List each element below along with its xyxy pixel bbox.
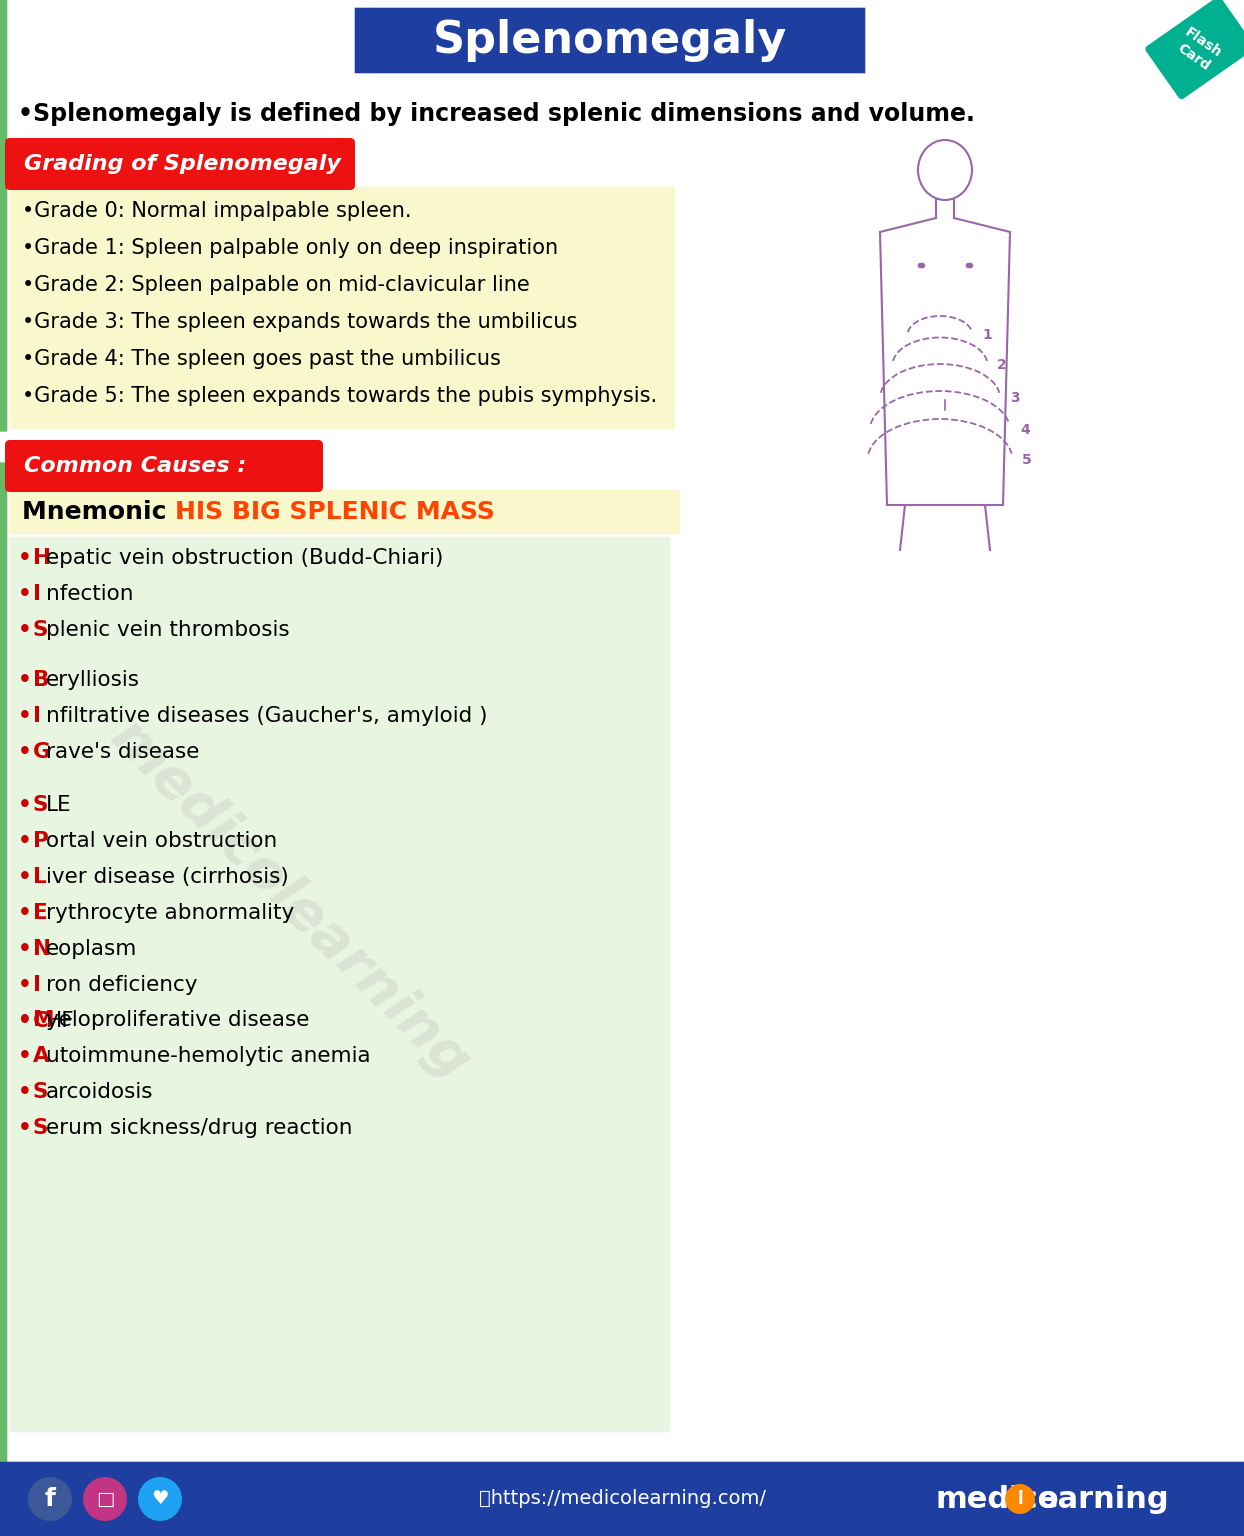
Text: ron deficiency: ron deficiency <box>46 975 198 995</box>
Text: I: I <box>34 975 41 995</box>
Text: L: L <box>34 866 47 886</box>
Text: •: • <box>17 938 32 958</box>
Text: S: S <box>34 621 49 641</box>
Text: Flash
Card: Flash Card <box>1172 25 1224 75</box>
Text: HIS BIG SPLENIC MASS: HIS BIG SPLENIC MASS <box>175 501 495 524</box>
Text: 4: 4 <box>1020 422 1030 438</box>
FancyBboxPatch shape <box>355 8 866 74</box>
Text: medicolearning: medicolearning <box>100 710 480 1091</box>
Text: yeloproliferative disease: yeloproliferative disease <box>46 1011 310 1031</box>
Text: P: P <box>34 831 49 851</box>
Text: 5: 5 <box>1023 453 1031 467</box>
FancyBboxPatch shape <box>0 432 1244 462</box>
Text: medico: medico <box>935 1484 1059 1513</box>
Text: •: • <box>17 621 32 641</box>
Text: ⓘhttps://medicolearning.com/: ⓘhttps://medicolearning.com/ <box>479 1490 765 1508</box>
Text: •Grade 3: The spleen expands towards the umbilicus: •Grade 3: The spleen expands towards the… <box>22 312 577 332</box>
Text: l: l <box>1018 1490 1023 1508</box>
Text: •: • <box>17 742 32 762</box>
FancyBboxPatch shape <box>0 0 7 1536</box>
Text: S: S <box>34 796 49 816</box>
Text: LE: LE <box>46 796 72 816</box>
Text: •: • <box>17 866 32 886</box>
Text: •: • <box>17 548 32 568</box>
Text: nfiltrative diseases (Gaucher's, amyloid ): nfiltrative diseases (Gaucher's, amyloid… <box>46 707 488 727</box>
Text: 1: 1 <box>982 329 991 343</box>
FancyBboxPatch shape <box>5 138 355 190</box>
Text: G: G <box>34 742 51 762</box>
Text: S: S <box>34 1118 49 1138</box>
FancyBboxPatch shape <box>0 1462 1244 1536</box>
Text: N: N <box>34 938 51 958</box>
Text: •Grade 2: Spleen palpable on mid-clavicular line: •Grade 2: Spleen palpable on mid-clavicu… <box>22 275 530 295</box>
Text: earning: earning <box>1037 1484 1169 1513</box>
Text: C: C <box>34 1011 49 1031</box>
Text: □: □ <box>96 1490 114 1508</box>
Text: •: • <box>17 831 32 851</box>
Text: •: • <box>17 584 32 604</box>
Text: E: E <box>34 903 47 923</box>
Text: arcoidosis: arcoidosis <box>46 1081 153 1101</box>
Text: •Grade 0: Normal impalpable spleen.: •Grade 0: Normal impalpable spleen. <box>22 201 412 221</box>
Text: •Splenomegaly is defined by increased splenic dimensions and volume.: •Splenomegaly is defined by increased sp… <box>17 101 975 126</box>
Text: epatic vein obstruction (Budd-Chiari): epatic vein obstruction (Budd-Chiari) <box>46 548 443 568</box>
Text: •Grade 5: The spleen expands towards the pubis symphysis.: •Grade 5: The spleen expands towards the… <box>22 386 657 406</box>
Text: B: B <box>34 670 50 690</box>
Text: Mnemonic :: Mnemonic : <box>22 501 194 524</box>
FancyBboxPatch shape <box>5 439 323 492</box>
Text: A: A <box>34 1046 50 1066</box>
Text: •: • <box>17 1011 32 1031</box>
Text: nfection: nfection <box>46 584 133 604</box>
Text: rave's disease: rave's disease <box>46 742 199 762</box>
Text: erylliosis: erylliosis <box>46 670 141 690</box>
Text: Grading of Splenomegaly: Grading of Splenomegaly <box>24 154 341 174</box>
Text: erum sickness/drug reaction: erum sickness/drug reaction <box>46 1118 352 1138</box>
Text: 3: 3 <box>1010 392 1020 406</box>
Circle shape <box>83 1478 127 1521</box>
Text: •: • <box>17 670 32 690</box>
FancyBboxPatch shape <box>10 490 680 535</box>
FancyBboxPatch shape <box>10 536 671 1432</box>
Text: •: • <box>17 975 32 995</box>
Circle shape <box>1005 1484 1035 1514</box>
Text: •: • <box>17 903 32 923</box>
Text: I: I <box>34 584 41 604</box>
Text: •: • <box>17 707 32 727</box>
Text: •: • <box>17 1118 32 1138</box>
Circle shape <box>29 1478 72 1521</box>
Text: rythrocyte abnormality: rythrocyte abnormality <box>46 903 295 923</box>
Text: HF: HF <box>46 1011 75 1031</box>
Text: 2: 2 <box>996 358 1006 372</box>
Text: Splenomegaly: Splenomegaly <box>433 20 787 63</box>
Text: iver disease (cirrhosis): iver disease (cirrhosis) <box>46 866 289 886</box>
Text: utoimmune-hemolytic anemia: utoimmune-hemolytic anemia <box>46 1046 371 1066</box>
Text: •: • <box>17 1081 32 1101</box>
Text: plenic vein thrombosis: plenic vein thrombosis <box>46 621 290 641</box>
Text: •: • <box>17 1046 32 1066</box>
Text: f: f <box>45 1487 56 1511</box>
Text: •: • <box>17 796 32 816</box>
Text: H: H <box>34 548 51 568</box>
Text: •Grade 1: Spleen palpable only on deep inspiration: •Grade 1: Spleen palpable only on deep i… <box>22 238 559 258</box>
Text: I: I <box>34 707 41 727</box>
FancyBboxPatch shape <box>1146 0 1244 100</box>
FancyBboxPatch shape <box>10 187 675 429</box>
Text: •Grade 4: The spleen goes past the umbilicus: •Grade 4: The spleen goes past the umbil… <box>22 349 501 369</box>
Ellipse shape <box>918 140 972 200</box>
Circle shape <box>138 1478 182 1521</box>
Text: ♥: ♥ <box>152 1490 169 1508</box>
Text: ortal vein obstruction: ortal vein obstruction <box>46 831 277 851</box>
Text: eoplasm: eoplasm <box>46 938 137 958</box>
Text: •: • <box>17 1011 32 1031</box>
Text: Common Causes :: Common Causes : <box>24 456 246 476</box>
Text: S: S <box>34 1081 49 1101</box>
Text: M: M <box>34 1011 55 1031</box>
